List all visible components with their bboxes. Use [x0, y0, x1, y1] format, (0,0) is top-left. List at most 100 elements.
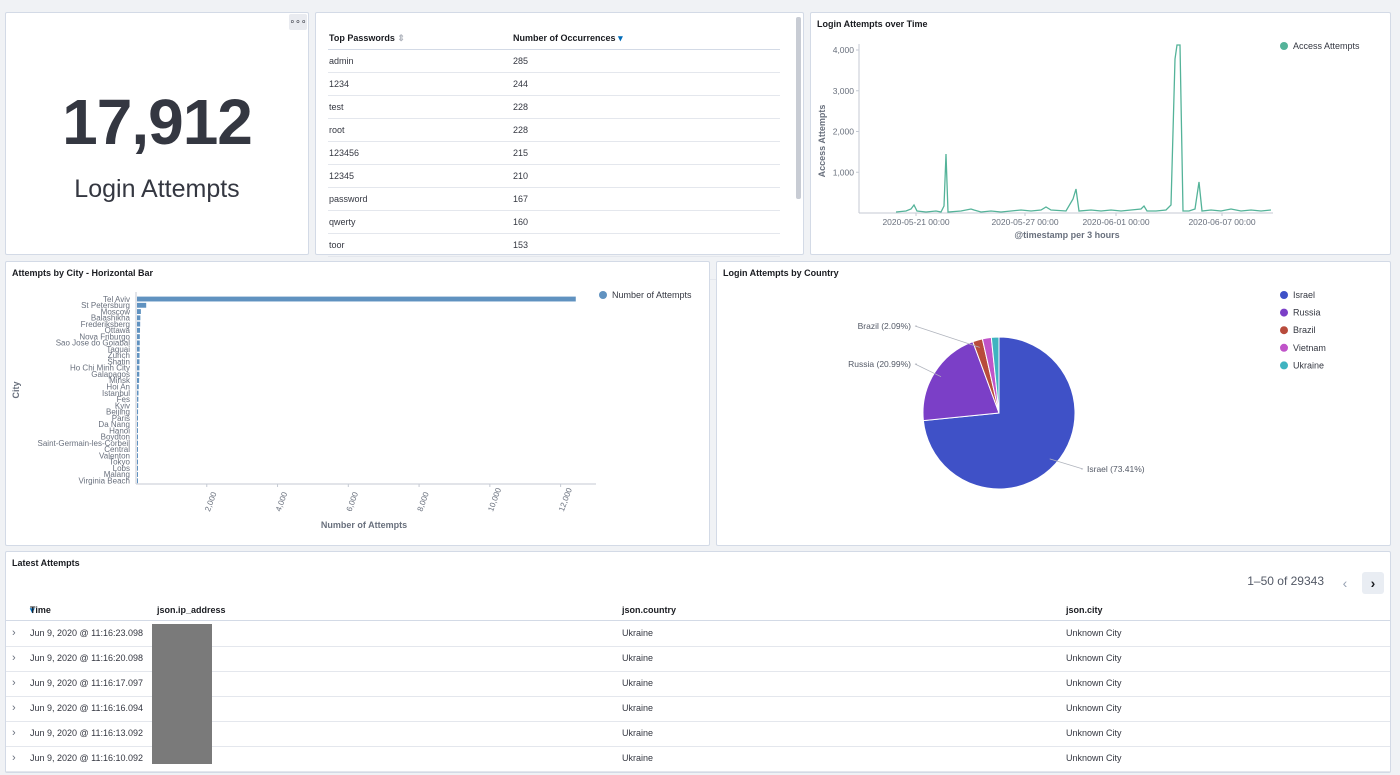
- legend-marker: [1280, 326, 1288, 335]
- city-bar[interactable]: [137, 459, 138, 465]
- pie-slice-ukraine[interactable]: [990, 336, 1000, 414]
- legend-number-of-attempts[interactable]: Number of Attempts: [612, 290, 692, 300]
- legend-item-ukraine[interactable]: Ukraine: [1293, 360, 1324, 370]
- expand-chevron-icon[interactable]: ›: [12, 627, 16, 639]
- col-ip-address[interactable]: json.ip_address: [157, 605, 226, 615]
- count-cell: 210: [512, 164, 780, 188]
- city-tick-label: Hoi An: [106, 383, 130, 392]
- city-bar[interactable]: [137, 346, 140, 352]
- col-time[interactable]: Time ▾: [30, 605, 51, 615]
- city-bar-chart: City Number of Attempts Number of Attemp…: [11, 290, 692, 530]
- country-pie-panel: Login Attempts by Country Israel (73.41%…: [716, 261, 1391, 546]
- city-bar[interactable]: [137, 353, 140, 358]
- city-bar[interactable]: [137, 453, 138, 459]
- col-top-passwords[interactable]: Top Passwords ⇕: [328, 27, 512, 50]
- table-row[interactable]: › Jun 9, 2020 @ 11:16:23.098 Ukraine Unknow…: [6, 621, 1390, 647]
- table-row: 123456 215: [328, 141, 780, 165]
- city-bar[interactable]: [137, 428, 138, 434]
- redacted-ip-block: [152, 624, 212, 764]
- slice-label: Russia (20.99%): [848, 359, 911, 369]
- y-tick-label: 4,000: [833, 45, 855, 55]
- city-bar[interactable]: [137, 340, 140, 346]
- sort-desc-icon: ▾: [618, 32, 623, 43]
- password-cell: test: [328, 95, 512, 119]
- city-tick-label: Tel Aviv: [103, 295, 130, 304]
- legend-item-brazil[interactable]: Brazil: [1293, 325, 1316, 335]
- col-country[interactable]: json.country: [622, 605, 677, 615]
- col-number-of-occurrences[interactable]: Number of Occurrences ▾: [512, 27, 780, 50]
- table-row[interactable]: › Jun 9, 2020 @ 11:16:17.097 Ukraine Unknow…: [6, 671, 1390, 697]
- col-city[interactable]: json.city: [1066, 605, 1103, 615]
- x-tick-label: 12,000: [557, 486, 574, 513]
- city-bar[interactable]: [137, 447, 138, 452]
- city-bar[interactable]: [137, 315, 141, 321]
- city-cell: Unknown City: [1066, 678, 1122, 688]
- x-axis-label: @timestamp per 3 hours: [1014, 230, 1119, 240]
- y-tick-label: 3,000: [833, 86, 855, 96]
- x-tick-label: 2020-06-01 00:00: [1082, 217, 1149, 227]
- city-bar[interactable]: [137, 403, 139, 408]
- city-bar[interactable]: [137, 365, 140, 371]
- city-bar[interactable]: [137, 465, 138, 471]
- city-bar[interactable]: [137, 384, 139, 390]
- city-bar[interactable]: [137, 327, 141, 333]
- password-cell: root: [328, 118, 512, 142]
- city-tick-label: Galapagos: [91, 370, 130, 379]
- table-row[interactable]: › Jun 9, 2020 @ 11:16:10.092 Ukraine Unknow…: [6, 746, 1390, 772]
- scrollbar[interactable]: [796, 17, 801, 199]
- legend-access-attempts[interactable]: Access Attempts: [1293, 41, 1360, 51]
- city-bar[interactable]: [137, 396, 139, 402]
- city-bar[interactable]: [137, 371, 140, 377]
- y-axis-label: Access Attempts: [817, 105, 827, 178]
- y-tick-label: 1,000: [833, 167, 855, 177]
- city-bar[interactable]: [137, 434, 138, 440]
- city-bar[interactable]: [137, 440, 138, 446]
- city-tick-label: Moscow: [101, 307, 131, 316]
- city-tick-label: Istanbul: [102, 389, 130, 398]
- expand-chevron-icon[interactable]: ›: [12, 727, 16, 739]
- city-tick-label: Zurich: [108, 351, 130, 360]
- latest-attempts-panel: Latest Attempts 1–50 of 29343 ‹ › Time ▾…: [5, 551, 1391, 773]
- city-bar[interactable]: [137, 390, 139, 396]
- panel-title: Attempts by City - Horizontal Bar: [12, 268, 154, 278]
- legend-item-russia[interactable]: Russia: [1293, 308, 1321, 318]
- city-bar[interactable]: [137, 359, 140, 365]
- y-tick-label: 2,000: [833, 127, 855, 137]
- time-cell: Jun 9, 2020 @ 11:16:23.098: [30, 628, 144, 638]
- panel-title: Latest Attempts: [12, 558, 80, 568]
- city-bar[interactable]: [137, 302, 147, 308]
- table-row[interactable]: › Jun 9, 2020 @ 11:16:20.098 Ukraine Unknow…: [6, 646, 1390, 672]
- timeline-panel: Login Attempts over Time 1,000 2,000 3,000…: [810, 12, 1391, 255]
- city-bar[interactable]: [137, 378, 140, 383]
- metric-value: 17,912: [62, 86, 253, 158]
- city-bar[interactable]: [137, 321, 141, 327]
- panel-menu-button[interactable]: ∘∘∘: [289, 14, 307, 30]
- city-bar[interactable]: [137, 309, 141, 314]
- city-bar[interactable]: [137, 296, 576, 302]
- city-bar[interactable]: [137, 478, 138, 484]
- city-bar[interactable]: [137, 421, 138, 427]
- city-bar-panel: Attempts by City - Horizontal Bar City N…: [5, 261, 710, 546]
- city-bar[interactable]: [137, 409, 139, 415]
- city-cell: Unknown City: [1066, 753, 1122, 763]
- expand-chevron-icon[interactable]: ›: [12, 752, 16, 764]
- city-bar[interactable]: [137, 334, 140, 340]
- next-page-button[interactable]: ›: [1362, 572, 1384, 594]
- table-row: 1234 244: [328, 72, 780, 96]
- expand-chevron-icon[interactable]: ›: [12, 652, 16, 664]
- city-bar[interactable]: [137, 415, 138, 421]
- table-row[interactable]: › Jun 9, 2020 @ 11:16:13.092 Ukraine Unknow…: [6, 721, 1390, 747]
- count-cell: 160: [512, 210, 780, 234]
- city-bar[interactable]: [137, 472, 138, 477]
- city-tick-label: Minsk: [109, 376, 131, 385]
- legend-item-vietnam[interactable]: Vietnam: [1293, 343, 1326, 353]
- timeline-chart: 1,000 2,000 3,000 4,000 2020-05-21 00:00 2020…: [817, 41, 1360, 240]
- prev-page-button[interactable]: ‹: [1342, 575, 1348, 591]
- legend-marker: [1280, 308, 1288, 317]
- table-row[interactable]: › Jun 9, 2020 @ 11:16:16.094 Ukraine Unknow…: [6, 696, 1390, 722]
- expand-chevron-icon[interactable]: ›: [12, 677, 16, 689]
- expand-chevron-icon[interactable]: ›: [12, 702, 16, 714]
- more-dots-icon: ∘∘∘: [289, 16, 307, 26]
- access-attempts-line: [895, 44, 1272, 213]
- legend-item-israel[interactable]: Israel: [1293, 290, 1315, 300]
